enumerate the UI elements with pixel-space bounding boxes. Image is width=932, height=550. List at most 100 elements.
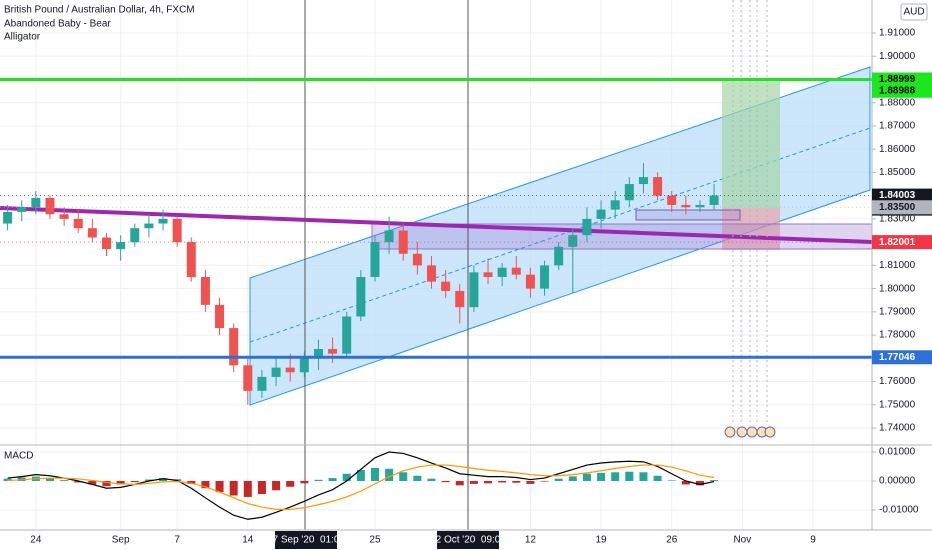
candle-body — [17, 207, 27, 212]
candle-body — [285, 367, 295, 373]
x-tick-label: 14 — [242, 535, 254, 546]
candle-body — [455, 290, 465, 308]
candle-body — [130, 228, 140, 243]
price-label-box — [872, 72, 932, 87]
histogram-bar — [399, 472, 408, 481]
trend-line — [0, 206, 873, 244]
future-markers — [732, 0, 768, 425]
macd-line — [7, 464, 715, 511]
y-tick-label: 0.01000 — [879, 447, 916, 458]
price-label-box — [872, 83, 932, 98]
parallel-channel — [249, 66, 871, 406]
y-tick-label: 1.81000 — [879, 260, 916, 271]
currency-label[interactable]: AUD — [903, 7, 924, 18]
macd-line — [7, 451, 715, 520]
candle-body — [427, 265, 436, 282]
histogram-bar — [370, 467, 379, 481]
y-tick-label: -0.01000 — [879, 505, 919, 516]
histogram-bar — [455, 480, 464, 486]
y-tick-label: 1.80000 — [879, 283, 916, 294]
histogram-bar — [653, 475, 662, 481]
candle-body — [271, 367, 281, 377]
histogram-bar — [300, 480, 309, 484]
y-tick-label: 1.75000 — [879, 399, 916, 410]
histogram-bar — [554, 478, 563, 481]
candle-body — [313, 349, 323, 359]
candle-body — [554, 246, 564, 266]
candle-body — [243, 365, 253, 391]
histogram-bar — [60, 480, 69, 481]
candle-body — [328, 349, 338, 354]
y-tick-label: 1.76000 — [879, 376, 916, 387]
histogram-bar — [681, 480, 690, 485]
histogram-bar — [215, 480, 224, 493]
price-label: 1.84003 — [879, 190, 916, 201]
histogram-bar — [229, 480, 238, 496]
candle-body — [186, 242, 196, 277]
price-label-box — [872, 200, 932, 215]
y-tick-label: 1.78000 — [879, 330, 916, 341]
x-tick-label: 12 — [525, 535, 537, 546]
histogram-bar — [144, 479, 153, 481]
histogram-bar — [257, 480, 266, 495]
histogram-bar — [187, 480, 196, 484]
crosshair-time-label: 17 Sep '20 01:00 — [267, 535, 346, 546]
candle-body — [370, 242, 380, 277]
histogram-bar — [286, 480, 295, 487]
y-tick-label: 1.79000 — [879, 306, 916, 317]
histogram-bar — [441, 480, 450, 483]
candle-body — [681, 204, 691, 208]
crosshair-time-box — [437, 531, 499, 549]
y-tick-label: 1.85000 — [879, 167, 916, 178]
histogram-bar — [568, 476, 577, 481]
candle-body — [45, 197, 55, 215]
histogram-bar — [130, 480, 139, 483]
candle-body — [73, 218, 83, 229]
small-zone-box — [635, 209, 741, 221]
y-tick-label: 1.74000 — [879, 423, 916, 434]
candle-body — [525, 274, 535, 289]
histogram-bar — [611, 472, 620, 481]
histogram-bar — [526, 480, 535, 484]
price-label-box — [872, 350, 932, 365]
histogram-bar — [116, 480, 125, 485]
histogram-bar — [597, 472, 606, 481]
price-label-box — [872, 188, 932, 203]
candle-body — [497, 267, 507, 277]
candle-body — [610, 200, 620, 210]
histogram-bar — [484, 480, 493, 484]
histogram-bar — [314, 479, 323, 481]
long-position-stop — [722, 208, 780, 250]
x-tick-label: 7 — [174, 535, 180, 546]
x-tick-label: 25 — [369, 535, 381, 546]
candle-body — [59, 214, 69, 219]
crosshair-time-box — [275, 531, 337, 549]
candle-body — [596, 209, 606, 219]
price-label: 1.77046 — [879, 352, 916, 363]
candle-body — [709, 195, 719, 205]
y-tick-label: 1.91000 — [879, 28, 916, 39]
candle-body — [229, 328, 239, 366]
candle-body — [398, 230, 408, 254]
histogram-bar — [695, 480, 704, 486]
candle-body — [172, 218, 182, 243]
histogram-bar — [385, 468, 394, 481]
candle-body — [200, 276, 210, 305]
currency-box[interactable] — [900, 3, 928, 21]
histogram-bar — [582, 473, 591, 481]
candle-body — [102, 237, 112, 250]
y-tick-label: 1.83000 — [879, 214, 916, 225]
candle-body — [116, 242, 126, 250]
pane-title: MACD — [4, 451, 33, 462]
histogram-bar — [512, 480, 521, 483]
candle-body — [511, 267, 521, 275]
histogram-bar — [342, 473, 351, 481]
histogram-bar — [201, 480, 210, 489]
x-tick-label: 24 — [30, 535, 42, 546]
x-tick-label: Sep — [112, 535, 130, 546]
candle-body — [412, 253, 422, 266]
histogram-bar — [328, 478, 337, 481]
candle-body — [483, 272, 493, 277]
zone-box — [371, 223, 873, 250]
